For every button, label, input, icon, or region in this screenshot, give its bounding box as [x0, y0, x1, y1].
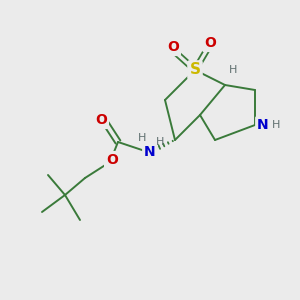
Text: H: H [156, 137, 164, 147]
Text: H: H [138, 133, 146, 143]
Text: O: O [95, 113, 107, 127]
Text: N: N [144, 145, 156, 159]
Text: N: N [257, 118, 269, 132]
Text: O: O [106, 153, 118, 167]
Text: S: S [190, 62, 200, 77]
Text: O: O [167, 40, 179, 54]
Text: O: O [204, 36, 216, 50]
Text: H: H [229, 65, 237, 75]
Text: H: H [272, 120, 280, 130]
